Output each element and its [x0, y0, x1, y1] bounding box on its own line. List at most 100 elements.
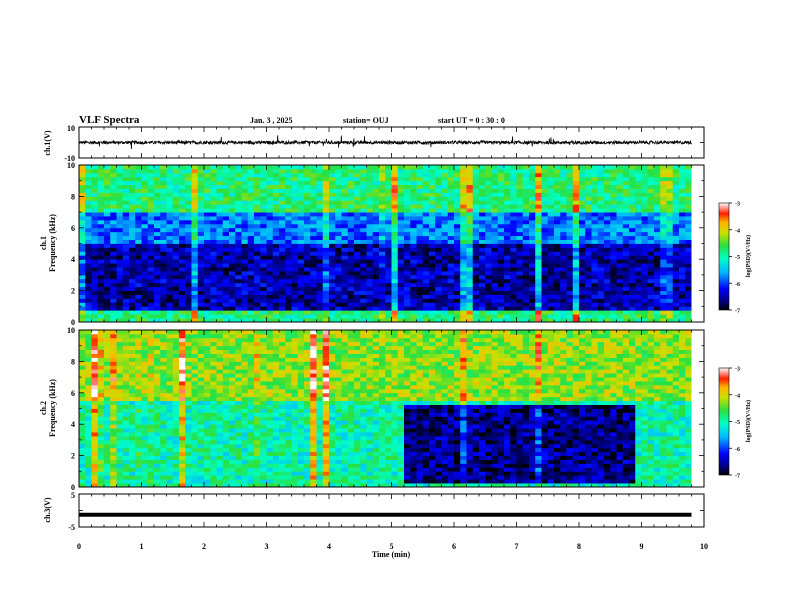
- spectrogram-cell: [672, 208, 680, 213]
- spectrogram-cell: [447, 235, 455, 240]
- spectrogram-cell: [629, 255, 636, 260]
- spectrogram-cell: [260, 278, 267, 284]
- spectrogram-cell: [479, 243, 486, 248]
- spectrogram-cell: [679, 302, 686, 307]
- spectrogram-cell: [404, 216, 411, 221]
- spectrogram-cell: [147, 400, 155, 405]
- spectrogram-cell: [491, 318, 499, 323]
- spectrogram-cell: [441, 318, 449, 323]
- spectrogram-cell: [685, 192, 692, 197]
- spectrogram-cell: [647, 223, 655, 229]
- spectrogram-cell: [472, 286, 480, 292]
- spectrogram-cell: [385, 235, 392, 240]
- spectrogram-cell: [122, 247, 130, 252]
- spectrogram-cell: [491, 184, 499, 189]
- spectrogram-cell: [172, 333, 180, 339]
- spectrogram-cell: [154, 180, 161, 186]
- spectrogram-cell: [91, 318, 99, 323]
- spectrogram-cell: [116, 357, 124, 362]
- spectrogram-cell: [541, 286, 549, 292]
- spectrogram-cell: [372, 247, 380, 252]
- spectrogram-cell: [566, 255, 574, 260]
- spectrogram-cell: [179, 212, 186, 217]
- spectrogram-cell: [379, 267, 386, 272]
- spectrogram-cell: [79, 302, 86, 307]
- spectrogram-cell: [254, 231, 261, 237]
- spectrogram-cell: [554, 176, 561, 182]
- spectrogram-cell: [622, 180, 630, 186]
- spectrogram-cell: [554, 298, 561, 303]
- spectrogram-cell: [485, 247, 492, 252]
- spectrogram-cell: [354, 184, 361, 189]
- spectrogram-cell: [241, 263, 249, 268]
- spectrogram-cell: [279, 223, 286, 229]
- spectrogram-cell: [666, 267, 674, 272]
- spectrogram-cell: [522, 286, 530, 292]
- spectrogram-cell: [260, 231, 267, 237]
- spectrogram-cell: [85, 330, 92, 335]
- spectrogram-cell: [179, 388, 186, 394]
- spectrogram-cell: [141, 184, 149, 189]
- spectrogram-cell: [241, 184, 249, 189]
- spectrogram-cell: [647, 278, 655, 284]
- spectrogram-cell: [454, 172, 461, 178]
- spectrogram-cell: [341, 314, 349, 319]
- spectrogram-cell: [622, 192, 630, 197]
- spectrogram-cell: [510, 208, 517, 213]
- spectrogram-cell: [291, 216, 299, 221]
- spectrogram-cell: [297, 165, 305, 170]
- spectrogram-cell: [154, 188, 161, 193]
- spectrogram-cell: [285, 180, 292, 186]
- spectrogram-cell: [110, 365, 117, 370]
- spectrogram-cell: [591, 251, 599, 256]
- spectrogram-cell: [641, 168, 649, 174]
- spectrogram-cell: [266, 192, 274, 197]
- spectrogram-cell: [222, 192, 230, 197]
- spectrogram-cell: [241, 247, 249, 252]
- spectrogram-cell: [422, 274, 430, 280]
- spectrogram-cell: [410, 172, 417, 178]
- spectrogram-cell: [185, 255, 192, 260]
- spectrogram-cell: [285, 294, 292, 299]
- spectrogram-cell: [460, 270, 467, 276]
- spectrogram-cell: [416, 259, 424, 264]
- spectrogram-cell: [616, 314, 624, 319]
- spectrogram-cell: [179, 188, 186, 193]
- spectrogram-cell: [435, 219, 442, 225]
- spectrogram-cell: [291, 270, 299, 276]
- spectrogram-cell: [541, 180, 549, 186]
- spectrogram-cell: [129, 341, 136, 347]
- spectrogram-cell: [191, 231, 199, 237]
- spectrogram-cell: [172, 432, 180, 437]
- spectrogram-cell: [235, 302, 242, 307]
- spectrogram-cell: [241, 318, 249, 323]
- spectrogram-cell: [497, 251, 505, 256]
- spectrogram-cell: [616, 310, 624, 315]
- spectrogram-cell: [335, 196, 342, 201]
- spectrogram-cell: [291, 184, 299, 189]
- spectrogram-cell: [466, 298, 474, 303]
- spectrogram-cell: [347, 247, 355, 252]
- spectrogram-cell: [322, 231, 330, 237]
- spectrogram-cell: [247, 172, 255, 178]
- spectrogram-cell: [310, 306, 317, 311]
- spectrogram-cell: [479, 302, 486, 307]
- spectrogram-cell: [135, 208, 142, 213]
- spectrogram-cell: [141, 435, 149, 441]
- spectrogram-cell: [204, 408, 211, 413]
- spectrogram-cell: [372, 318, 380, 323]
- spectrogram-cell: [91, 483, 99, 488]
- spectrogram-cell: [304, 278, 311, 284]
- spectrogram-cell: [466, 310, 474, 315]
- spectrogram-cell: [160, 290, 167, 295]
- spectrogram-cell: [116, 361, 124, 366]
- spectrogram-cell: [460, 306, 467, 311]
- spectrogram-cell: [397, 294, 405, 299]
- ch1-spectrogram-ylabel-channel: ch.1: [39, 236, 48, 250]
- spectrogram-cell: [260, 270, 267, 276]
- spectrogram-cell: [435, 274, 442, 280]
- spectrogram-cell: [235, 223, 242, 229]
- spectrogram-cell: [297, 227, 305, 233]
- spectrogram-cell: [116, 263, 124, 268]
- spectrogram-cell: [379, 204, 386, 209]
